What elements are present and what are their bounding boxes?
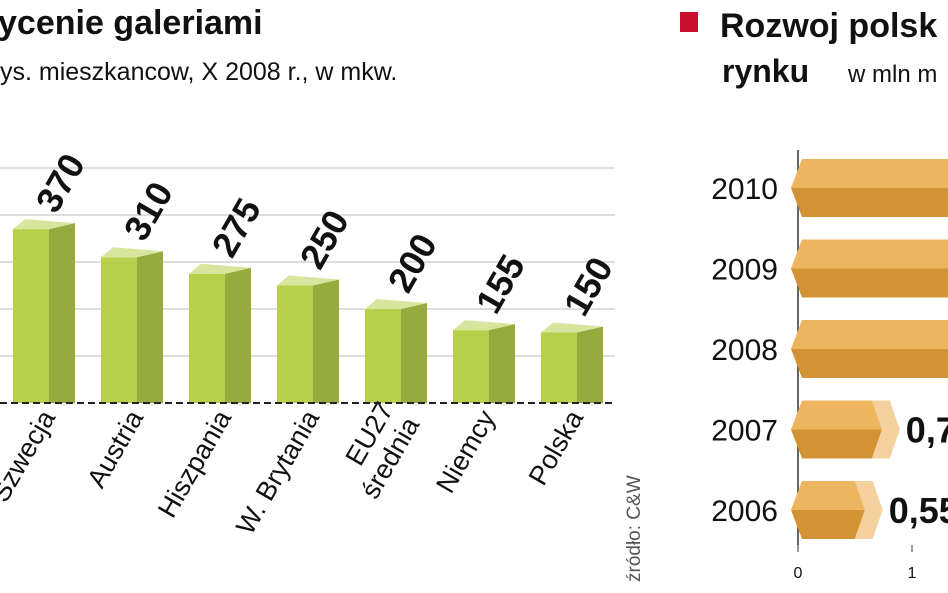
y-tick-label: 2009 (711, 254, 778, 287)
chart-title-line: rynku (722, 53, 809, 89)
bar-front (541, 332, 577, 403)
y-tick-label: 2010 (711, 173, 778, 206)
bar-front (13, 229, 49, 403)
bar (791, 481, 883, 539)
chart-subtitle: w mln m (847, 61, 937, 88)
bar-front (453, 330, 489, 403)
bar-top (453, 320, 515, 331)
x-tick-label: 1 (908, 565, 917, 582)
bar (791, 239, 948, 298)
bar-lower (791, 188, 948, 217)
bar-upper (791, 320, 948, 349)
bar-front (277, 285, 313, 403)
bar (453, 320, 515, 403)
title-marker (680, 12, 698, 32)
bar (541, 322, 603, 403)
bar-end (871, 400, 900, 459)
value-label: 0,55 (889, 490, 948, 531)
bar (791, 400, 900, 459)
bar-front (365, 309, 401, 403)
bar-upper (791, 481, 873, 510)
bar-top (101, 247, 163, 258)
bar-top (541, 322, 603, 333)
y-tick-label: 2006 (711, 495, 778, 528)
x-tick-label: 0 (794, 565, 803, 582)
y-tick-label: 2007 (711, 415, 778, 448)
bar-upper (791, 400, 890, 430)
bar-top (13, 219, 75, 230)
y-tick-label: 2008 (711, 334, 778, 367)
bar-lower (791, 268, 948, 298)
bar-lower (791, 349, 948, 378)
bar (365, 299, 427, 403)
bar-side (577, 326, 603, 403)
bar-end (854, 481, 883, 539)
bar (791, 320, 948, 378)
bar (791, 159, 948, 217)
bar-front (101, 257, 137, 403)
bar-top (277, 275, 339, 286)
bar-side (313, 279, 339, 403)
bar-side (225, 267, 251, 403)
chart-title: Rozwoj polsk (720, 7, 937, 45)
bar (277, 275, 339, 403)
bar (13, 219, 75, 403)
bar (189, 263, 251, 403)
value-label: 0,7 (906, 410, 948, 451)
bar-side (49, 223, 75, 403)
bar-top (365, 299, 427, 309)
bar-side (489, 324, 515, 403)
chart-title: ycenie galeriami (0, 4, 263, 42)
bar-upper (791, 239, 948, 269)
bar-upper (791, 159, 948, 188)
bar-side (401, 303, 427, 403)
bar-lower (791, 429, 890, 459)
bar-side (137, 251, 163, 403)
bar-front (189, 273, 225, 403)
bar-lower (791, 510, 873, 539)
bar-top (189, 263, 251, 274)
bar (101, 247, 163, 403)
chart-subtitle: ys. mieszkancow, X 2008 r., w mkw. (0, 58, 397, 86)
source-note: źródło: C&W (624, 475, 645, 582)
